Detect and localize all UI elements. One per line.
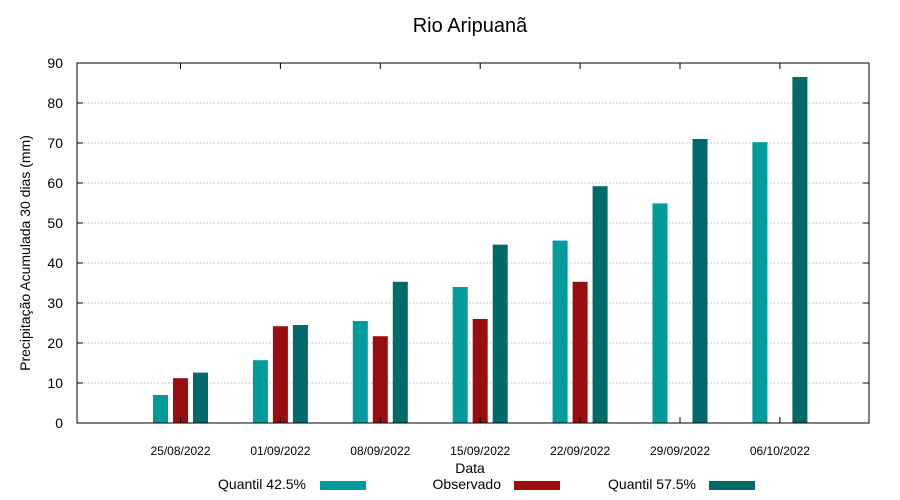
plot-frame bbox=[76, 62, 870, 424]
bar-observado bbox=[173, 378, 188, 423]
x-axis: 25/08/2022 01/09/2022 08/09/2022 15/09/2022… bbox=[150, 63, 810, 458]
y-axis-label: Precipitação Acumulada 30 dias (mm) bbox=[17, 135, 33, 371]
x-tick-label: 29/09/2022 bbox=[650, 444, 710, 458]
x-tick-label: 01/09/2022 bbox=[250, 444, 310, 458]
x-tick-label: 08/09/2022 bbox=[350, 444, 410, 458]
bar-observado bbox=[472, 319, 488, 423]
bar-quantil-57-5 bbox=[792, 77, 808, 423]
legend-label: Quantil 57.5% bbox=[608, 476, 696, 492]
y-tick-label: 30 bbox=[47, 295, 63, 311]
bar-quantil-42-5 bbox=[452, 287, 468, 423]
bar-quantil-42-5 bbox=[352, 321, 368, 423]
chart-title: Rio Aripuanã bbox=[413, 15, 528, 37]
x-tick-label: 15/09/2022 bbox=[450, 444, 510, 458]
bar-quantil-57-5 bbox=[492, 244, 508, 423]
x-axis-label: Data bbox=[455, 460, 485, 476]
y-tick-label: 0 bbox=[55, 415, 63, 431]
bar-quantil-57-5 bbox=[193, 372, 208, 423]
bar-quantil-57-5 bbox=[292, 325, 308, 423]
y-tick-label: 50 bbox=[47, 215, 63, 231]
legend-label: Observado bbox=[433, 476, 502, 492]
bar-quantil-42-5 bbox=[552, 240, 568, 423]
legend-label: Quantil 42.5% bbox=[218, 476, 306, 492]
bar-quantil-42-5 bbox=[652, 203, 668, 423]
y-tick-label: 90 bbox=[47, 55, 63, 71]
y-tick-label: 80 bbox=[47, 95, 63, 111]
y-tick-label: 40 bbox=[47, 255, 63, 271]
bar-observado bbox=[272, 326, 288, 423]
bar-observado bbox=[372, 336, 388, 423]
bar-quantil-42-5 bbox=[252, 360, 268, 423]
legend-swatch bbox=[514, 481, 560, 490]
y-tick-label: 10 bbox=[47, 375, 63, 391]
bar-quantil-42-5 bbox=[752, 142, 768, 423]
y-tick-label: 60 bbox=[47, 175, 63, 191]
legend: Quantil 42.5% Observado Quantil 57.5% bbox=[218, 476, 755, 492]
x-tick-label: 25/08/2022 bbox=[150, 444, 210, 458]
x-tick-label: 22/09/2022 bbox=[550, 444, 610, 458]
legend-swatch bbox=[320, 481, 366, 490]
bar-quantil-57-5 bbox=[392, 281, 408, 423]
y-tick-label: 20 bbox=[47, 335, 63, 351]
bars bbox=[153, 77, 808, 423]
bar-observado bbox=[572, 281, 588, 423]
y-axis: 0 10 20 30 40 50 60 70 80 90 bbox=[47, 55, 869, 431]
legend-swatch bbox=[709, 481, 755, 490]
y-tick-label: 70 bbox=[47, 135, 63, 151]
bar-quantil-57-5 bbox=[692, 139, 708, 423]
x-tick-label: 06/10/2022 bbox=[750, 444, 810, 458]
bar-quantil-57-5 bbox=[592, 186, 608, 423]
bar-quantil-42-5 bbox=[153, 395, 168, 423]
